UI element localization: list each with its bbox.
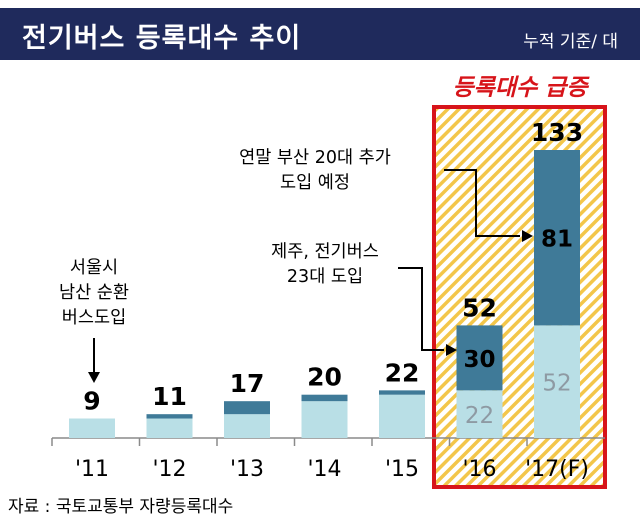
segment-base-label: 22: [465, 403, 494, 429]
annotation-jeju: 제주, 전기버스 23대 도입: [245, 240, 405, 290]
bar-total-label: 52: [462, 293, 497, 322]
arrow-jeju-line: [398, 267, 444, 351]
bar-base-segment: [456, 390, 503, 438]
bar-added-segment: [456, 325, 503, 391]
bar-added-segment: [301, 394, 348, 402]
bar-added-segment: [146, 414, 193, 419]
bar-added-segment: [534, 150, 580, 326]
bar-total-label: 20: [307, 363, 342, 392]
title-bar: 전기버스 등록대수 추이 누적 기준/ 대: [0, 0, 640, 68]
x-tick-label: '12: [152, 457, 186, 482]
x-tick-label: '14: [307, 457, 341, 482]
unit-label: 누적 기준/ 대: [523, 32, 618, 52]
bar-base-segment: [69, 418, 115, 438]
arrow-busan-line: [444, 169, 520, 237]
segment-added-label: 30: [463, 347, 495, 373]
bar-added-segment: [224, 401, 270, 415]
x-tick-label: '11: [75, 457, 109, 482]
bar-base-segment: [379, 394, 425, 438]
annotation-jeju-line-1: 제주, 전기버스: [271, 242, 379, 262]
segment-added-label: 81: [541, 227, 573, 253]
annotation-jeju-line-2: 23대 도입: [286, 267, 364, 287]
bar-base-segment: [301, 401, 348, 438]
arrow-seoul-head: [88, 372, 100, 383]
bar-added-segment: [379, 390, 425, 395]
segment-base-label: 52: [542, 371, 571, 397]
x-tick-label: '15: [385, 457, 419, 482]
bar-total-label: 9: [83, 387, 100, 416]
bar-base-segment: [146, 418, 193, 438]
bar-base-segment: [534, 325, 580, 438]
annotation-busan-line-1: 연말 부산 20대 추가: [239, 148, 391, 168]
surge-label: 등록대수 급증: [452, 75, 588, 101]
bar-total-label: 22: [385, 358, 420, 387]
x-tick-label: '13: [230, 457, 264, 482]
arrow-busan-head: [522, 230, 533, 242]
annotation-seoul-line-2: 남산 순환: [59, 283, 129, 303]
bar-base-segment: [224, 414, 270, 438]
annotation-seoul-line-3: 버스도입: [61, 308, 127, 328]
chart-title: 전기버스 등록대수 추이: [22, 23, 302, 54]
annotation-busan: 연말 부산 20대 추가 도입 예정: [215, 146, 415, 196]
arrow-jeju-head: [446, 344, 457, 356]
bar-total-label: 133: [531, 118, 583, 147]
annotation-seoul: 서울시 남산 순환 버스도입: [46, 256, 142, 331]
bar-total-label: 17: [230, 369, 265, 398]
x-tick-label: '16: [462, 457, 496, 482]
title-bar-background: [0, 8, 640, 60]
annotation-seoul-line-1: 서울시: [69, 258, 119, 278]
source-note: 자료 : 국토교통부 자량등록대수: [8, 497, 234, 517]
bar-total-label: 11: [152, 382, 187, 411]
annotation-busan-line-2: 도입 예정: [280, 173, 350, 193]
x-tick-label: '17(F): [525, 457, 589, 482]
